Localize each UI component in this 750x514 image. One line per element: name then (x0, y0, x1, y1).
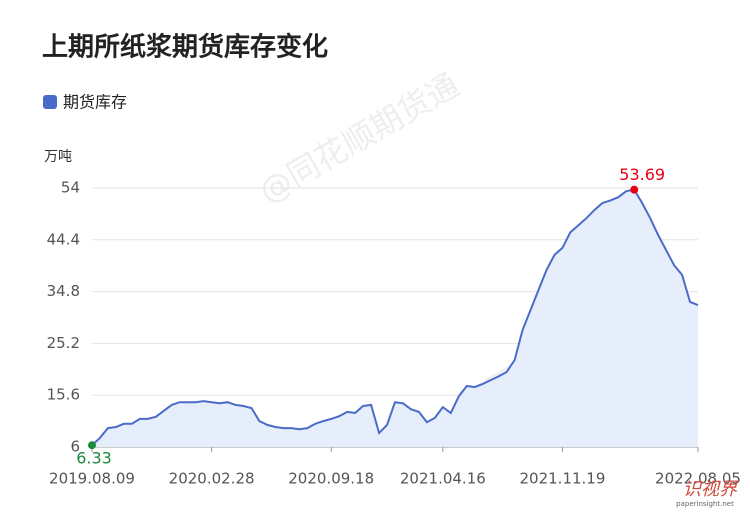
logo-url: paperinsight.net (676, 500, 734, 508)
x-tick-label: 2022.08.05 (655, 470, 741, 488)
y-tick-label: 25.2 (47, 334, 80, 352)
point-marker (88, 441, 96, 450)
y-tick-label: 34.8 (47, 282, 80, 300)
x-tick-label: 2020.09.18 (288, 470, 374, 488)
data-label: 53.69 (619, 165, 665, 184)
watermark: @同花顺期货通 (252, 66, 465, 211)
x-tick-label: 2021.04.16 (400, 470, 486, 488)
legend-swatch (43, 95, 57, 109)
chart-title: 上期所纸浆期货库存变化 (42, 32, 328, 63)
y-tick-label: 54 (61, 179, 80, 197)
x-tick-label: 2021.11.19 (520, 470, 606, 488)
x-tick-label: 2019.08.09 (49, 470, 135, 488)
y-tick-label: 15.6 (47, 386, 80, 404)
y-tick-label: 44.4 (47, 230, 80, 248)
y-unit: 万吨 (44, 149, 72, 165)
data-label: 6.33 (76, 449, 112, 468)
x-tick-label: 2020.02.28 (169, 470, 255, 488)
logo-text: 识视界 (683, 479, 738, 500)
line (91, 188, 699, 446)
area (92, 189, 698, 447)
y-tick-label: 6 (70, 438, 80, 456)
point-marker (630, 185, 639, 194)
legend-label: 期货库存 (63, 93, 127, 112)
